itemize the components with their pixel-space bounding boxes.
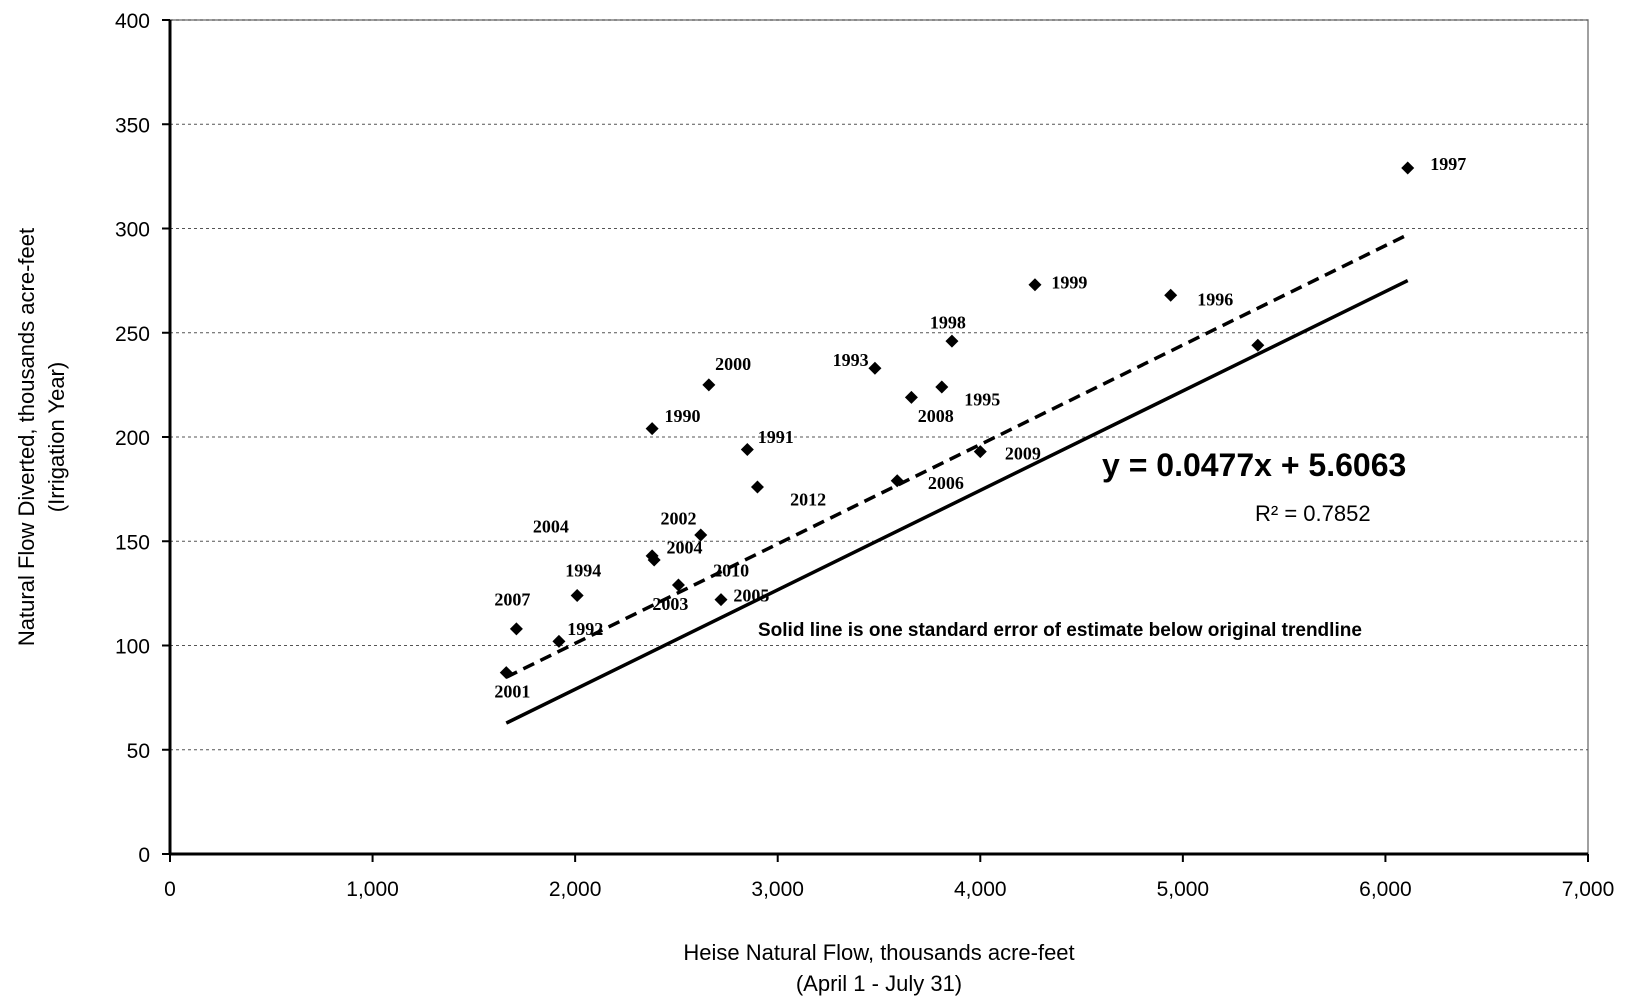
- data-point: [647, 553, 661, 567]
- data-point: [671, 578, 685, 592]
- x-tick-label: 2,000: [549, 878, 602, 901]
- y-tick-label: 200: [115, 427, 150, 450]
- point-year-label: 2007: [494, 590, 530, 610]
- x-tick-labels: 0 1,000 2,000 3,000 4,000 5,000 6,000 7,000: [164, 854, 1614, 901]
- y-tick-label: 250: [115, 323, 150, 346]
- y-tick-label: 350: [115, 114, 150, 137]
- point-year-label: 2004: [533, 517, 569, 537]
- data-point: [1164, 288, 1178, 302]
- trendline-note: Solid line is one standard error of esti…: [758, 620, 1362, 641]
- solid-trendline: [505, 278, 1409, 725]
- point-year-label: 1990: [665, 406, 701, 426]
- x-tick-label: 4,000: [954, 878, 1007, 901]
- point-year-label: 1996: [1197, 289, 1233, 309]
- point-year-label: 2000: [715, 354, 751, 374]
- regression-equation: y = 0.0477x + 5.6063: [1102, 447, 1406, 483]
- data-point: [714, 593, 728, 607]
- data-point: [499, 666, 513, 680]
- x-tick-label: 5,000: [1157, 878, 1210, 901]
- point-year-label: 1997: [1430, 154, 1466, 174]
- data-point: [890, 474, 904, 488]
- data-point: [694, 528, 708, 542]
- data-point: [750, 480, 764, 494]
- point-year-label: 2002: [660, 508, 696, 528]
- data-point: [740, 443, 754, 457]
- x-axis-title-line1: Heise Natural Flow, thousands acre-feet: [683, 940, 1074, 965]
- data-point: [702, 378, 716, 392]
- x-tick-label: 7,000: [1562, 878, 1615, 901]
- data-point: [1401, 161, 1415, 175]
- x-tick-label: 1,000: [346, 878, 399, 901]
- y-tick-label: 300: [115, 219, 150, 242]
- data-point: [973, 445, 987, 459]
- point-year-label: 2004: [667, 538, 703, 558]
- data-point: [935, 380, 949, 394]
- x-axis-title-line2: (April 1 - July 31): [796, 971, 962, 996]
- point-year-label: 2006: [928, 473, 964, 493]
- point-labels: 2001 2007 1992 1994 2004 1990 2002 2004 2003 2010…: [494, 154, 1466, 702]
- data-point: [904, 390, 918, 404]
- x-tick-label: 0: [164, 878, 176, 901]
- trendlines: [505, 233, 1409, 725]
- dashed-trendline: [505, 233, 1409, 679]
- y-axis-title-line2: (Irrigation Year): [44, 362, 69, 512]
- data-point: [868, 361, 882, 375]
- point-year-label: 2001: [494, 681, 530, 701]
- data-point: [552, 634, 566, 648]
- point-year-label: 2008: [918, 406, 954, 426]
- y-tick-label: 100: [115, 636, 150, 659]
- y-tick-labels: 0 50 100 150 200 250 300 350 400: [115, 10, 170, 867]
- point-year-label: 2005: [733, 585, 769, 605]
- point-year-label: 1995: [964, 389, 1000, 409]
- y-tick-label: 150: [115, 531, 150, 554]
- data-point: [1251, 338, 1265, 352]
- y-tick-label: 50: [127, 740, 150, 763]
- point-year-label: 1992: [567, 619, 603, 639]
- point-year-label: 1993: [833, 350, 869, 370]
- data-point: [509, 622, 523, 636]
- data-point: [645, 422, 659, 436]
- point-year-label: 1991: [758, 427, 794, 447]
- data-points: [499, 161, 1415, 680]
- r-squared-label: R² = 0.7852: [1255, 501, 1371, 526]
- point-year-label: 1994: [565, 560, 601, 580]
- data-point: [1028, 278, 1042, 292]
- x-tick-label: 3,000: [751, 878, 804, 901]
- x-tick-label: 6,000: [1359, 878, 1412, 901]
- y-tick-label: 0: [138, 844, 150, 867]
- data-point: [570, 588, 584, 602]
- point-year-label: 2010: [713, 560, 749, 580]
- point-year-label: 2012: [790, 490, 826, 510]
- data-point: [945, 334, 959, 348]
- y-axis-title-line1: Natural Flow Diverted, thousands acre-fe…: [14, 228, 39, 646]
- point-year-label: 2009: [1005, 444, 1041, 464]
- point-year-label: 2003: [652, 594, 688, 614]
- point-year-label: 1999: [1051, 273, 1087, 293]
- point-year-label: 1998: [930, 312, 966, 332]
- y-tick-label: 400: [115, 10, 150, 33]
